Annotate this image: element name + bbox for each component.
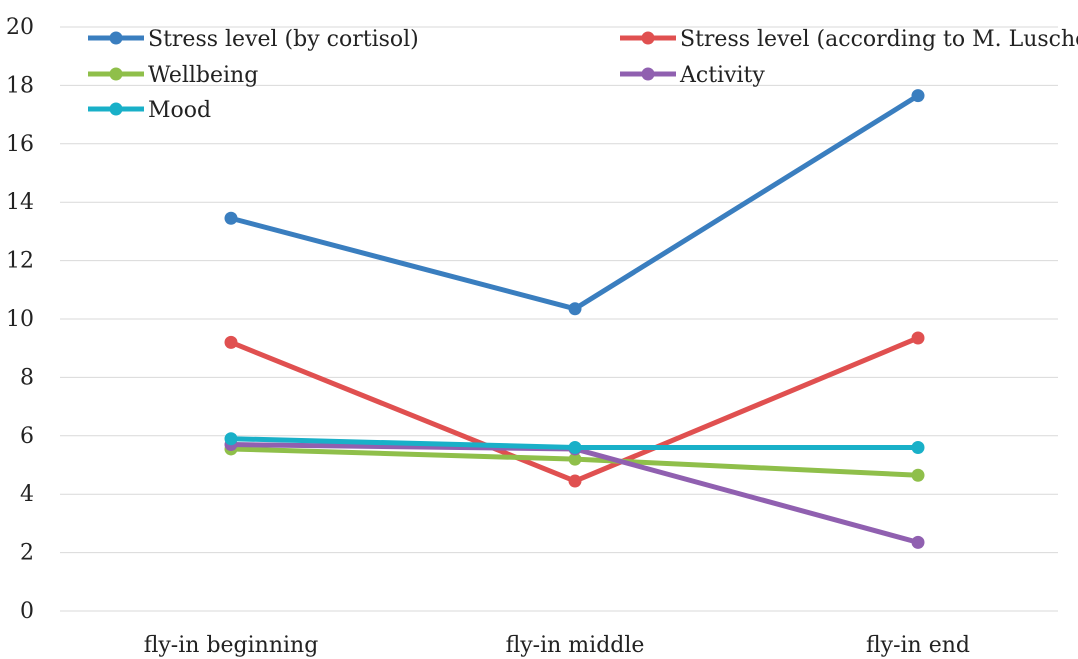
series-3: [224, 438, 925, 549]
grid: [60, 26, 1058, 612]
y-tick-label: 18: [6, 73, 34, 98]
legend-label: Wellbeing: [148, 63, 258, 88]
series-1: [224, 331, 925, 488]
y-axis-ticks: 0 2 4 6 8 10 12 14 16 18 20: [6, 15, 34, 624]
x-category-label: fly-in end: [866, 633, 970, 658]
series-0: [224, 89, 925, 316]
legend-label: Activity: [679, 63, 765, 88]
data-point: [568, 440, 582, 454]
legend-label: Mood: [148, 98, 211, 123]
data-point: [568, 474, 582, 488]
y-tick-label: 0: [20, 599, 34, 624]
data-point: [224, 211, 238, 225]
legend-entry: Activity: [620, 63, 765, 88]
legend-label: Stress level (according to M. Luscher): [680, 27, 1078, 52]
legend-swatch-marker: [641, 31, 655, 45]
data-point: [224, 335, 238, 349]
x-category-label: fly-in middle: [506, 633, 645, 658]
legend-label: Stress level (by cortisol): [148, 27, 419, 52]
y-tick-label: 4: [20, 482, 34, 507]
legend-swatch-marker: [109, 67, 123, 81]
data-point: [911, 89, 925, 103]
data-point: [911, 468, 925, 482]
data-point: [568, 452, 582, 466]
legend-entry: Stress level (by cortisol): [88, 27, 419, 52]
legend: Stress level (by cortisol) Stress level (…: [88, 27, 1078, 123]
y-tick-label: 14: [6, 190, 34, 215]
series-lines: [224, 89, 925, 549]
legend-swatch-marker: [109, 102, 123, 116]
y-tick-label: 12: [6, 249, 34, 274]
legend-entry: Wellbeing: [88, 63, 258, 88]
legend-entry: Stress level (according to M. Luscher): [620, 27, 1078, 52]
legend-entry: Mood: [88, 98, 211, 123]
data-point: [224, 432, 238, 446]
y-tick-label: 2: [20, 541, 34, 566]
y-tick-label: 16: [6, 132, 34, 157]
series-4: [224, 432, 925, 454]
data-point: [911, 440, 925, 454]
y-tick-label: 8: [20, 365, 34, 390]
y-tick-label: 6: [20, 424, 34, 449]
legend-swatch-marker: [641, 67, 655, 81]
x-axis-categories: fly-in beginning fly-in middle fly-in end: [144, 633, 970, 658]
legend-swatch-marker: [109, 31, 123, 45]
data-point: [911, 331, 925, 345]
y-tick-label: 20: [6, 15, 34, 40]
x-category-label: fly-in beginning: [144, 633, 319, 658]
data-point: [568, 302, 582, 316]
y-tick-label: 10: [6, 307, 34, 332]
data-point: [911, 535, 925, 549]
